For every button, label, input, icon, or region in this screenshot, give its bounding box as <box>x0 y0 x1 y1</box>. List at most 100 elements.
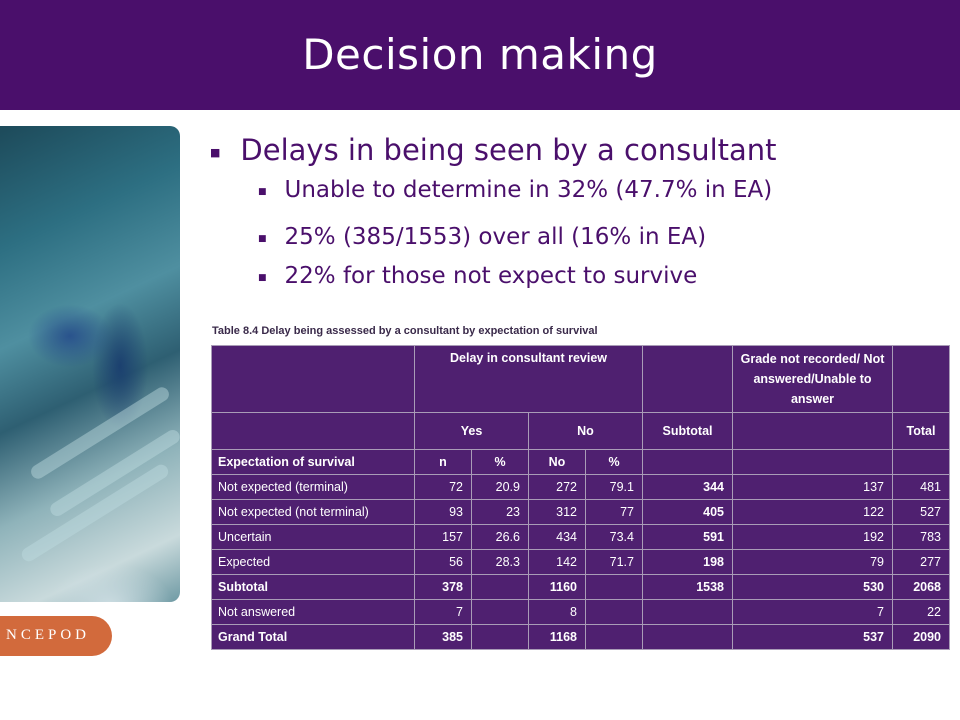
bullet-sub-1: ■ Unable to determine in 32% (47.7% in EA… <box>258 177 772 203</box>
bullet-sub-text: Unable to determine in 32% (47.7% in EA) <box>284 177 773 203</box>
table-cell-yes-pct <box>471 599 529 625</box>
table-cell-yes-n: 56 <box>414 549 472 575</box>
table-cell-label: Not answered <box>211 599 415 625</box>
bullet-sub-text: 22% for those not expect to survive <box>284 263 698 289</box>
header-empty-cell <box>732 449 893 475</box>
bullet-square-icon: ■ <box>258 273 267 283</box>
table-cell-yes-n: 157 <box>414 524 472 550</box>
header-empty-cell <box>211 412 415 450</box>
survival-delay-table: Delay in consultant review Grade not rec… <box>211 345 950 650</box>
table-cell-total: 2090 <box>892 624 950 650</box>
table-cell-yes-pct <box>471 624 529 650</box>
table-cell-yes-pct: 26.6 <box>471 524 529 550</box>
bullet-main-text: Delays in being seen by a consultant <box>240 133 777 167</box>
table-cell-total: 277 <box>892 549 950 575</box>
table-cell-label: Expected <box>211 549 415 575</box>
title-bar <box>0 0 960 110</box>
table-cell-subtotal <box>642 599 733 625</box>
table-cell-total: 22 <box>892 599 950 625</box>
bullet-main: ■ Delays in being seen by a consultant <box>210 133 777 167</box>
table-cell-no-pct <box>585 574 643 600</box>
table-row: Not expected (not terminal) 93 23 312 77 405 1… <box>211 499 950 525</box>
header-empty-cell <box>642 449 733 475</box>
table-cell-no-pct: 73.4 <box>585 524 643 550</box>
table-cell-yes-n: 72 <box>414 474 472 500</box>
table-cell-label: Grand Total <box>211 624 415 650</box>
table-cell-grade: 192 <box>732 524 893 550</box>
table-cell-no-n: 142 <box>528 549 586 575</box>
bullet-sub-text: 25% (385/1553) over all (16% in EA) <box>284 224 707 250</box>
table-cell-yes-n: 7 <box>414 599 472 625</box>
header-empty-cell <box>892 345 950 413</box>
table-cell-subtotal: 1538 <box>642 574 733 600</box>
table-cell-yes-pct: 28.3 <box>471 549 529 575</box>
table-cell-grade: 79 <box>732 549 893 575</box>
table-cell-yes-pct: 20.9 <box>471 474 529 500</box>
table-cell-label: Subtotal <box>211 574 415 600</box>
header-no: No <box>528 412 643 450</box>
table-cell-grade: 7 <box>732 599 893 625</box>
table-cell-label: Not expected (not terminal) <box>211 499 415 525</box>
table-header-mid: Yes No Subtotal Total <box>211 412 950 450</box>
table-cell-no-n: 434 <box>528 524 586 550</box>
hospital-photo <box>0 126 180 602</box>
logo-text: NCEPOD <box>6 627 91 643</box>
header-yes: Yes <box>414 412 529 450</box>
header-n: n <box>414 449 472 475</box>
header-empty-cell <box>211 345 415 413</box>
table-cell-grade: 122 <box>732 499 893 525</box>
table-row: Expected 56 28.3 142 71.7 198 79 277 <box>211 549 950 575</box>
table-cell-yes-n: 385 <box>414 624 472 650</box>
table-cell-no-n: 312 <box>528 499 586 525</box>
table-cell-yes-n: 93 <box>414 499 472 525</box>
table-cell-label: Uncertain <box>211 524 415 550</box>
table-cell-total: 2068 <box>892 574 950 600</box>
table-cell-yes-n: 378 <box>414 574 472 600</box>
table-cell-no-pct: 77 <box>585 499 643 525</box>
header-empty-cell <box>642 345 733 413</box>
table-cell-no-n: 8 <box>528 599 586 625</box>
table-cell-subtotal: 198 <box>642 549 733 575</box>
table-caption: Table 8.4 Delay being assessed by a cons… <box>212 325 598 337</box>
table-row: Not answered 7 8 7 22 <box>211 599 950 625</box>
table-row: Grand Total 385 1168 537 2090 <box>211 624 950 650</box>
header-grade-not-recorded: Grade not recorded/ Not answered/Unable … <box>732 345 893 413</box>
header-delay-review: Delay in consultant review <box>414 345 643 413</box>
table-body: Not expected (terminal) 72 20.9 272 79.1 344 1… <box>211 474 950 650</box>
header-no-count: No <box>528 449 586 475</box>
header-subtotal: Subtotal <box>642 412 733 450</box>
table-cell-subtotal: 405 <box>642 499 733 525</box>
ncepod-logo: NCEPOD <box>0 616 112 656</box>
table-cell-total: 527 <box>892 499 950 525</box>
table-row: Uncertain 157 26.6 434 73.4 591 192 783 <box>211 524 950 550</box>
table-cell-grade: 137 <box>732 474 893 500</box>
table-cell-no-n: 272 <box>528 474 586 500</box>
table-cell-no-n: 1168 <box>528 624 586 650</box>
table-cell-no-pct: 71.7 <box>585 549 643 575</box>
bullet-square-icon: ■ <box>210 146 221 159</box>
table-cell-subtotal: 591 <box>642 524 733 550</box>
table-cell-grade: 530 <box>732 574 893 600</box>
bullet-sub-3: ■ 22% for those not expect to survive <box>258 263 697 289</box>
bullet-square-icon: ■ <box>258 234 267 244</box>
slide-title: Decision making <box>302 30 658 79</box>
header-empty-cell <box>732 412 893 450</box>
table-cell-yes-pct: 23 <box>471 499 529 525</box>
table-cell-no-n: 1160 <box>528 574 586 600</box>
header-pct-no: % <box>585 449 643 475</box>
bullet-sub-2: ■ 25% (385/1553) over all (16% in EA) <box>258 224 706 250</box>
table-cell-label: Not expected (terminal) <box>211 474 415 500</box>
table-cell-no-pct <box>585 599 643 625</box>
header-pct-yes: % <box>471 449 529 475</box>
header-expectation: Expectation of survival <box>211 449 415 475</box>
table-cell-subtotal <box>642 624 733 650</box>
header-total: Total <box>892 412 950 450</box>
table-cell-yes-pct <box>471 574 529 600</box>
table-cell-total: 783 <box>892 524 950 550</box>
table-cell-total: 481 <box>892 474 950 500</box>
table-header-sub: Expectation of survival n % No % <box>211 449 950 475</box>
table-cell-no-pct <box>585 624 643 650</box>
header-empty-cell <box>892 449 950 475</box>
table-row: Subtotal 378 1160 1538 530 2068 <box>211 574 950 600</box>
bullet-square-icon: ■ <box>258 187 267 197</box>
